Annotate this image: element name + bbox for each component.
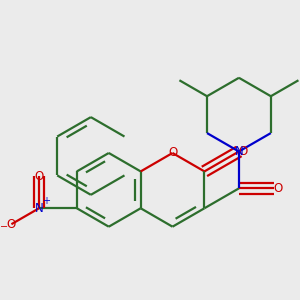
Text: −: −	[0, 222, 8, 232]
Text: N: N	[34, 202, 43, 215]
Text: O: O	[239, 145, 248, 158]
Text: O: O	[168, 146, 177, 160]
Text: +: +	[43, 196, 50, 206]
Text: O: O	[34, 170, 43, 183]
Text: O: O	[274, 182, 283, 195]
Text: N: N	[235, 145, 243, 158]
Text: O: O	[7, 218, 16, 231]
